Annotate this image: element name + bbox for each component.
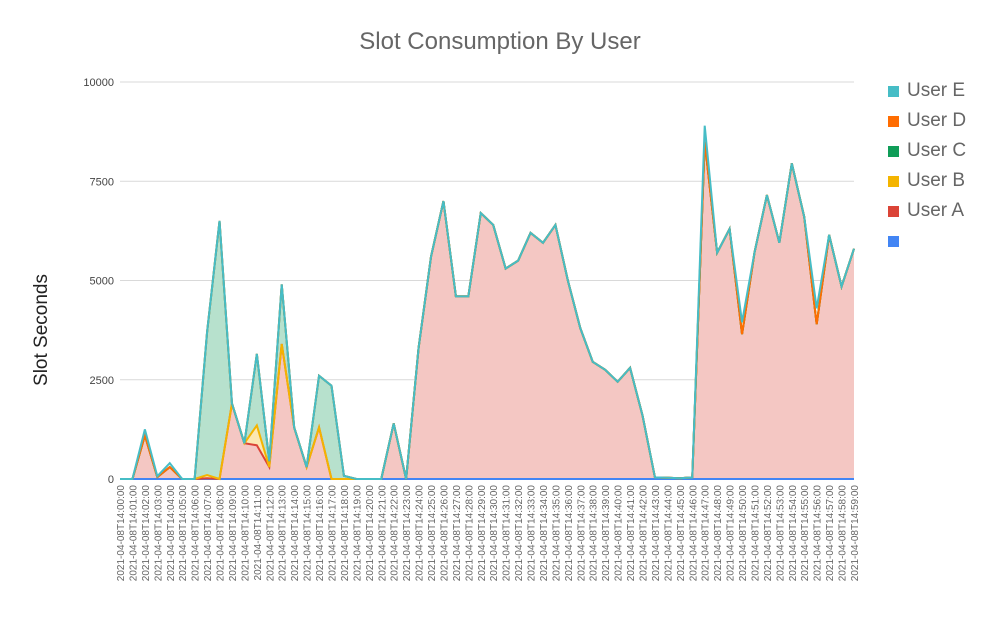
x-tick-label: 2021-04-08T14:02:00: [141, 485, 152, 582]
x-tick-label: 2021-04-08T14:06:00: [191, 485, 202, 582]
legend-label: User C: [907, 140, 967, 161]
x-tick-label: 2021-04-08T14:01:00: [128, 485, 139, 582]
legend-swatch-icon: [888, 235, 899, 247]
x-tick-label: 2021-04-08T14:32:00: [514, 485, 525, 582]
x-tick-label: 2021-04-08T14:56:00: [813, 485, 824, 582]
legend-item[interactable]: User C: [888, 136, 966, 166]
x-tick-label: 2021-04-08T14:20:00: [365, 485, 376, 582]
x-tick-label: 2021-04-08T14:49:00: [726, 485, 737, 582]
x-tick-label: 2021-04-08T14:45:00: [676, 485, 687, 582]
x-tick-label: 2021-04-08T14:24:00: [415, 485, 426, 582]
legend-label: User D: [907, 110, 967, 131]
x-tick-label: 2021-04-08T14:10:00: [240, 485, 251, 582]
legend-item[interactable]: User D: [888, 106, 966, 136]
y-tick-label: 0: [108, 474, 114, 486]
x-tick-label: 2021-04-08T14:47:00: [701, 485, 712, 582]
x-tick-label: 2021-04-08T14:38:00: [589, 485, 600, 582]
x-tick-label: 2021-04-08T14:00:00: [116, 485, 127, 582]
x-tick-label: 2021-04-08T14:44:00: [663, 485, 674, 582]
x-tick-label: 2021-04-08T14:31:00: [502, 485, 513, 582]
x-tick-label: 2021-04-08T14:34:00: [539, 485, 550, 582]
x-tick-label: 2021-04-08T14:30:00: [489, 485, 500, 582]
area-user-a: [120, 141, 854, 480]
x-axis-ticks: 2021-04-08T14:00:00 2021-04-08T14:01:00 20…: [116, 485, 861, 582]
x-tick-label: 2021-04-08T14:26:00: [439, 485, 450, 582]
x-tick-label: 2021-04-08T14:04:00: [166, 485, 177, 582]
x-tick-label: 2021-04-08T14:43:00: [651, 485, 662, 582]
x-tick-label: 2021-04-08T14:05:00: [178, 485, 189, 582]
x-tick-label: 2021-04-08T14:17:00: [327, 485, 338, 582]
legend-swatch-icon: [888, 175, 899, 187]
series-lines: [120, 125, 855, 481]
y-tick-label: 7500: [90, 176, 114, 188]
legend: User E User D User C User B User A: [888, 76, 966, 256]
legend-swatch-icon: [888, 205, 899, 217]
x-tick-label: 2021-04-08T14:42:00: [639, 485, 650, 582]
x-tick-label: 2021-04-08T14:46:00: [688, 485, 699, 582]
x-tick-label: 2021-04-08T14:54:00: [788, 485, 799, 582]
x-tick-label: 2021-04-08T14:36:00: [564, 485, 575, 582]
x-tick-label: 2021-04-08T14:14:00: [290, 485, 301, 582]
x-tick-label: 2021-04-08T14:27:00: [452, 485, 463, 582]
x-tick-label: 2021-04-08T14:51:00: [750, 485, 761, 582]
legend-swatch-icon: [888, 85, 899, 97]
legend-item[interactable]: [888, 226, 966, 256]
x-tick-label: 2021-04-08T14:15:00: [303, 485, 314, 582]
x-tick-label: 2021-04-08T14:22:00: [390, 485, 401, 582]
x-tick-label: 2021-04-08T14:52:00: [763, 485, 774, 582]
x-tick-label: 2021-04-08T14:39:00: [601, 485, 612, 582]
x-tick-label: 2021-04-08T14:48:00: [713, 485, 724, 582]
x-tick-label: 2021-04-08T14:41:00: [626, 485, 637, 582]
x-tick-label: 2021-04-08T14:50:00: [738, 485, 749, 582]
legend-label: User A: [907, 200, 965, 221]
x-tick-label: 2021-04-08T14:57:00: [825, 485, 836, 582]
legend-item[interactable]: User B: [888, 166, 966, 196]
x-tick-label: 2021-04-08T14:11:00: [253, 485, 264, 581]
legend-label: User B: [907, 170, 966, 191]
x-tick-label: 2021-04-08T14:09:00: [228, 485, 239, 582]
x-tick-label: 2021-04-08T14:23:00: [402, 485, 413, 582]
x-tick-label: 2021-04-08T14:40:00: [614, 485, 625, 582]
x-tick-label: 2021-04-08T14:53:00: [775, 485, 786, 582]
x-tick-label: 2021-04-08T14:12:00: [265, 485, 276, 582]
chart-title: Slot Consumption By User: [359, 28, 641, 55]
x-tick-label: 2021-04-08T14:29:00: [477, 485, 488, 582]
legend-swatch-icon: [888, 145, 899, 157]
x-tick-label: 2021-04-08T14:55:00: [800, 485, 811, 582]
x-tick-label: 2021-04-08T14:21:00: [377, 485, 388, 582]
x-tick-label: 2021-04-08T14:37:00: [576, 485, 587, 582]
legend-label: User E: [907, 80, 966, 101]
x-tick-label: 2021-04-08T14:35:00: [551, 485, 562, 582]
x-tick-label: 2021-04-08T14:33:00: [527, 485, 538, 582]
x-tick-label: 2021-04-08T14:03:00: [153, 485, 164, 582]
x-tick-label: 2021-04-08T14:58:00: [838, 485, 849, 582]
y-axis-ticks: 0 2500 5000 7500 10000: [83, 77, 114, 486]
stacked-areas: [120, 141, 854, 480]
y-tick-label: 5000: [90, 276, 114, 288]
x-tick-label: 2021-04-08T14:07:00: [203, 485, 214, 582]
x-tick-label: 2021-04-08T14:59:00: [850, 485, 861, 582]
x-tick-label: 2021-04-08T14:25:00: [427, 485, 438, 582]
x-tick-label: 2021-04-08T14:28:00: [464, 485, 475, 582]
legend-item[interactable]: User E: [888, 76, 966, 106]
x-tick-label: 2021-04-08T14:08:00: [216, 485, 227, 582]
x-tick-label: 2021-04-08T14:18:00: [340, 485, 351, 582]
x-tick-label: 2021-04-08T14:19:00: [352, 485, 363, 582]
y-tick-label: 10000: [83, 77, 114, 89]
x-tick-label: 2021-04-08T14:13:00: [278, 485, 289, 582]
legend-item[interactable]: User A: [888, 196, 966, 226]
legend-swatch-icon: [888, 115, 899, 127]
y-tick-label: 2500: [90, 375, 114, 387]
x-tick-label: 2021-04-08T14:16:00: [315, 485, 326, 582]
line-user-e: [120, 125, 855, 480]
